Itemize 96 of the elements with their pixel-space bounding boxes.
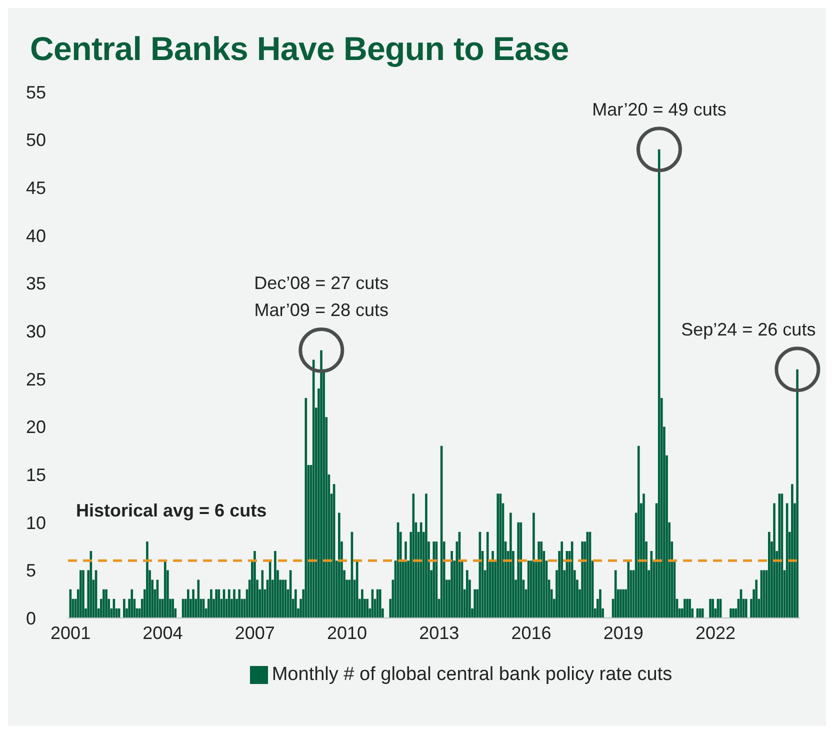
bar — [796, 369, 798, 618]
bar — [768, 532, 770, 618]
bar — [614, 570, 617, 618]
bar — [688, 598, 691, 618]
annotation: Sep’24 = 26 cuts — [681, 319, 816, 340]
bar — [304, 398, 308, 618]
y-tick-label: 45 — [26, 178, 46, 198]
bar — [361, 589, 364, 618]
bar — [540, 541, 543, 618]
bar — [378, 589, 382, 618]
bar — [560, 541, 563, 618]
y-tick-label: 50 — [26, 130, 46, 150]
bar — [164, 560, 166, 618]
bar — [105, 589, 108, 618]
bar — [187, 589, 190, 618]
bar — [404, 541, 407, 618]
bar — [412, 494, 415, 618]
bar — [684, 598, 686, 618]
bar — [294, 589, 297, 618]
x-tick-label: 2001 — [50, 622, 91, 643]
bar — [210, 589, 212, 618]
x-tick-label: 2007 — [234, 622, 275, 643]
bar — [215, 589, 218, 618]
bar — [755, 580, 758, 618]
bar — [620, 589, 622, 618]
bar — [510, 512, 512, 618]
x-tick-label: 2022 — [696, 622, 736, 643]
bar — [82, 570, 84, 618]
bar — [730, 608, 732, 618]
bar — [709, 598, 712, 618]
y-tick-label: 5 — [26, 560, 36, 581]
x-tick-label: 2019 — [603, 622, 644, 643]
bar — [432, 541, 436, 618]
chart-title: Central Banks Have Begun to Ease — [29, 29, 570, 69]
x-tick-label: 2010 — [326, 622, 367, 643]
y-tick-label: 20 — [26, 417, 46, 438]
bar — [712, 598, 714, 618]
bar — [450, 551, 453, 618]
bar — [123, 598, 126, 618]
bar — [425, 494, 428, 618]
bar — [338, 512, 340, 618]
bar — [773, 503, 776, 618]
bar — [192, 589, 194, 618]
x-tick-label: 2004 — [142, 622, 183, 643]
bar — [581, 541, 584, 618]
bar — [282, 580, 284, 618]
bar — [637, 446, 640, 618]
bar — [701, 608, 704, 618]
bar — [622, 589, 624, 618]
annotation: Mar’09 = 28 cuts — [254, 300, 389, 320]
bar — [658, 149, 660, 618]
bar — [744, 598, 748, 618]
bar — [486, 532, 489, 618]
bar — [80, 570, 82, 618]
bar — [778, 494, 781, 618]
bar — [520, 522, 522, 618]
bar — [172, 598, 174, 618]
bar — [732, 608, 734, 618]
y-tick-label: 55 — [26, 82, 46, 102]
y-tick-label: 35 — [26, 274, 46, 294]
x-tick-label: 2016 — [511, 622, 552, 643]
bar — [686, 598, 688, 618]
bar — [538, 541, 540, 618]
bar — [627, 560, 630, 618]
bar — [517, 522, 520, 618]
bar — [532, 512, 535, 618]
bar — [228, 589, 230, 618]
bar — [130, 589, 134, 618]
y-tick-label: 0 — [26, 608, 36, 628]
y-tick-label: 30 — [26, 321, 46, 342]
bar — [791, 484, 794, 618]
y-tick-label: 40 — [26, 226, 46, 246]
bar — [474, 589, 476, 618]
y-tick-label: 25 — [26, 369, 46, 390]
y-tick-label: 10 — [26, 512, 46, 533]
bar — [233, 589, 236, 618]
bar — [238, 589, 241, 618]
bar — [261, 570, 264, 618]
bar — [642, 494, 645, 618]
x-tick-label: 2013 — [419, 622, 460, 643]
bar — [102, 589, 105, 618]
bar — [320, 350, 322, 618]
bar — [146, 541, 148, 618]
annotation: Dec’08 = 27 cuts — [254, 273, 389, 294]
bar — [496, 494, 500, 618]
bar — [254, 551, 256, 618]
bar — [218, 589, 220, 618]
legend-label: Monthly # of global central bank policy rate cuts — [272, 664, 672, 685]
ref-line-label: Historical avg = 6 cuts — [76, 500, 267, 521]
y-tick-label: 15 — [26, 464, 46, 485]
bar — [492, 551, 494, 618]
bar — [274, 551, 276, 618]
bar — [599, 589, 602, 618]
bar — [466, 570, 468, 618]
bar — [366, 598, 368, 618]
annotation: Mar’20 = 49 cuts — [592, 99, 726, 120]
